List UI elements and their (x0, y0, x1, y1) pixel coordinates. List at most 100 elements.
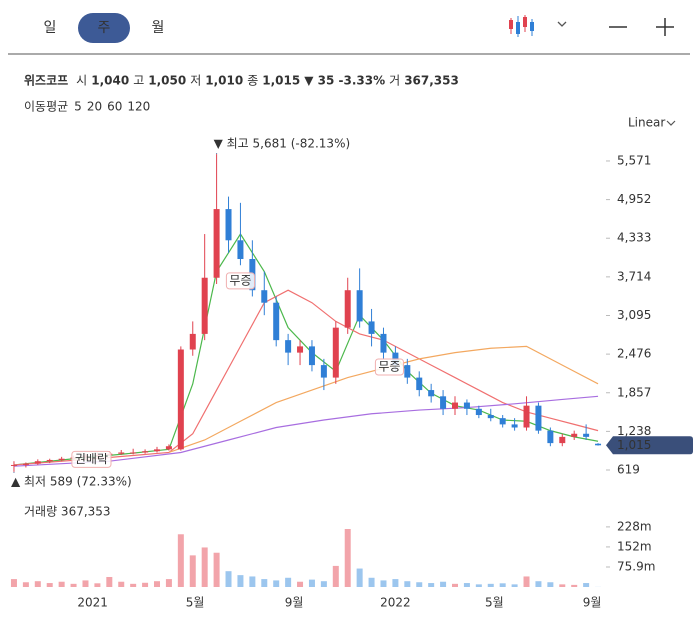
y-tick-label: 5,571 (617, 153, 651, 167)
volume-bar (344, 529, 351, 587)
annotation-label: 무증 (229, 273, 251, 287)
candle-body (380, 333, 387, 353)
volume-bar (452, 583, 458, 587)
quote-value: 367,353 (404, 74, 459, 88)
candle-body (22, 463, 29, 465)
volume-bar (368, 577, 375, 587)
candle-body (416, 377, 423, 391)
volume-bar (440, 581, 447, 587)
x-tick-label: 5월 (186, 596, 205, 610)
quote-value: 1,040 (91, 74, 129, 88)
y-tick-label: 3,714 (617, 269, 651, 283)
last-price-label: 1,015 (617, 438, 651, 452)
candle-body (463, 402, 470, 409)
volume-bar (475, 584, 482, 587)
chevron[interactable] (666, 120, 676, 126)
y-tick-label: 3,095 (617, 308, 651, 322)
annotation-badge (71, 450, 112, 468)
y-tick-label: 619 (617, 463, 640, 477)
y-tick-label: 152m (617, 539, 652, 553)
annotation-badge (374, 358, 404, 376)
volume-bar (571, 584, 578, 587)
volume-bar (58, 581, 65, 587)
low-marker: ▲ 최저 589 (72.33%) (11, 474, 132, 488)
volume-bar (320, 581, 327, 587)
candle-body (487, 415, 494, 419)
volume-bar (392, 579, 399, 587)
quote-value: 1,015 (262, 74, 300, 88)
candle-body (34, 461, 41, 464)
candle-body (547, 430, 554, 444)
candle-body (58, 458, 65, 460)
ma-line (13, 395, 599, 467)
candle-body (154, 449, 160, 452)
icon (516, 22, 520, 34)
candle-body (225, 209, 232, 241)
candle-body (46, 459, 53, 462)
volume-bar (177, 534, 184, 587)
volume-bar (213, 552, 220, 587)
candle-body (404, 365, 411, 378)
volume-bar (416, 582, 423, 587)
candle-body (213, 209, 220, 278)
candle-body (201, 277, 208, 334)
volume-bar (46, 583, 53, 587)
tab[interactable]: 월 (152, 20, 165, 36)
candle-body (428, 390, 435, 397)
annotation-label: 무증 (378, 359, 400, 373)
candle-body (583, 433, 590, 437)
candle-body (165, 446, 172, 450)
legend-entry: 120 (127, 100, 150, 114)
candle-body (320, 365, 327, 378)
high-marker: ▼ 최고 5,681 (-82.13%) (214, 137, 351, 151)
tab[interactable]: 일 (44, 20, 57, 36)
candle-body (142, 451, 149, 453)
candle-body (535, 405, 542, 431)
quote-label: 거 (389, 74, 400, 88)
legend-entry: 20 (87, 100, 102, 114)
zoom-in-button[interactable] (656, 18, 674, 36)
candle-body (237, 240, 244, 260)
ma-line (13, 289, 599, 466)
candle-body (285, 340, 292, 353)
scale-mode[interactable]: Linear (628, 116, 665, 130)
candle-body (571, 433, 578, 437)
candle-body (368, 321, 375, 334)
volume-bar (273, 580, 280, 587)
candle-body (130, 452, 137, 454)
last-price-tag (606, 436, 693, 455)
volume-bar (285, 577, 292, 587)
volume-bar (559, 584, 566, 587)
candle-body (559, 436, 566, 444)
volume-bar (583, 583, 590, 587)
legend-entry: 5 (74, 100, 82, 114)
candle-body (177, 349, 184, 450)
x-tick-label: 9월 (583, 596, 602, 610)
volume-bar (297, 581, 304, 587)
volume-bar (237, 575, 244, 587)
candle-body (356, 290, 363, 322)
volume-bar (332, 565, 339, 587)
candle-body (273, 302, 280, 341)
tab[interactable]: 주 (98, 20, 111, 36)
candle-body (308, 346, 315, 366)
x-tick-label: 9월 (285, 596, 304, 610)
candle-body (118, 452, 125, 454)
volume-bar (142, 582, 149, 587)
volume-bar (70, 583, 77, 587)
quote-change: ▼ 35 -3.33% (304, 74, 385, 88)
volume-bar (225, 571, 232, 587)
candle-body (511, 424, 518, 428)
x-tick-label: 2021 (77, 596, 108, 610)
candle-body (452, 402, 458, 409)
quote-label: 고 (133, 74, 144, 88)
candle-body (297, 346, 304, 353)
volume-bar (535, 581, 542, 587)
candle-body (440, 396, 447, 409)
chart-type-button[interactable] (509, 15, 567, 37)
volume-bar (106, 576, 113, 587)
y-tick-label: 4,952 (617, 192, 651, 206)
quote-label: 저 (190, 74, 201, 88)
candle-body (475, 408, 482, 416)
volume-bar (34, 581, 41, 587)
